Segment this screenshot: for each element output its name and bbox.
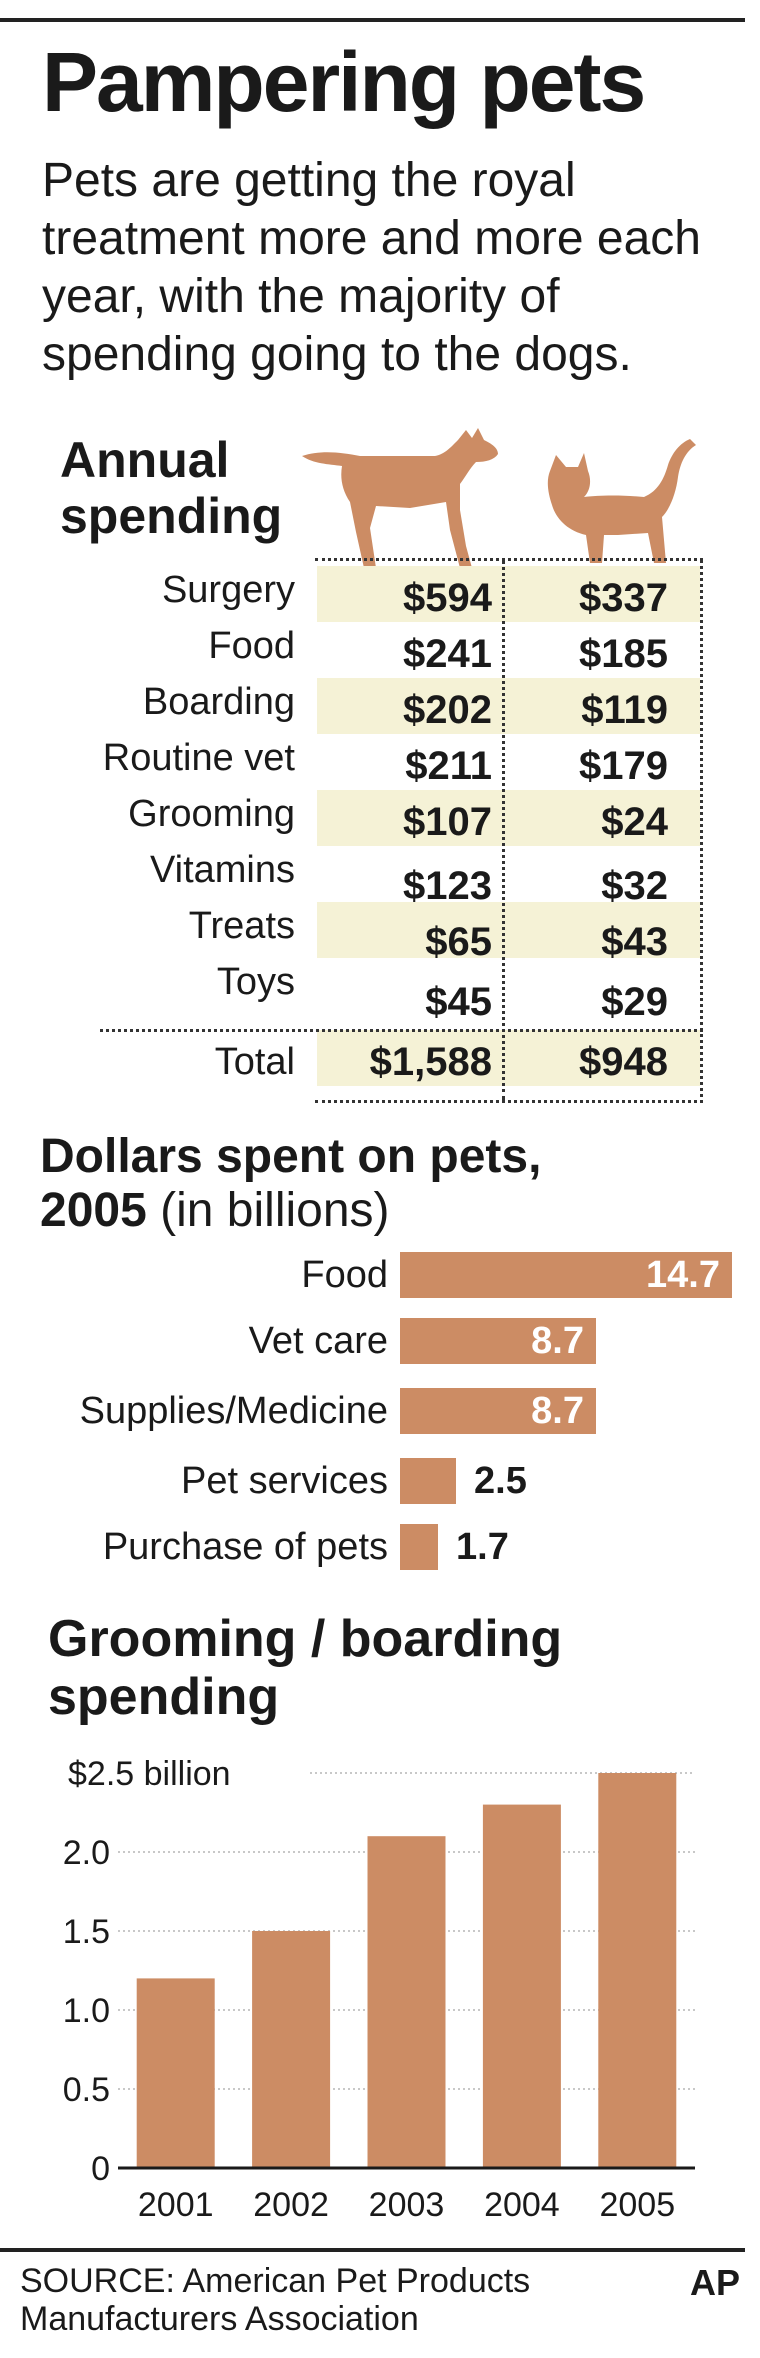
cat-value: $185	[579, 632, 668, 676]
row-label: Routine vet	[102, 737, 295, 779]
source-note: SOURCE: American Pet Products Manufactur…	[20, 2262, 531, 2338]
cat-value: $43	[601, 920, 668, 964]
bar-category-label: Food	[301, 1254, 388, 1296]
table-stripe	[317, 566, 700, 622]
bar	[252, 1931, 331, 2168]
annual-heading-line1: Annual	[60, 432, 230, 488]
y-tick-label: 1.0	[63, 1992, 110, 2030]
bar-value-label: 2.5	[474, 1460, 527, 1502]
y-tick-label: $2.5 billion	[68, 1755, 231, 1793]
dog-total: $1,588	[369, 1040, 492, 1084]
cat-value: $32	[601, 864, 668, 908]
x-tick-label: 2004	[484, 2186, 560, 2224]
table-top-border	[315, 558, 703, 561]
dog-value: $45	[425, 980, 492, 1024]
annual-spending-heading: Annual spending	[60, 432, 282, 544]
bar-category-label: Purchase of pets	[102, 1526, 388, 1568]
dollars-heading-line1: Dollars spent on pets,	[40, 1130, 542, 1183]
bottom-rule	[0, 2248, 745, 2252]
bar-value-label: 14.7	[646, 1254, 720, 1296]
intro-text: Pets are getting the royal treatment mor…	[42, 154, 701, 381]
y-tick-label: 0.5	[63, 2071, 110, 2109]
dollars-heading-year: 2005	[40, 1184, 147, 1237]
x-tick-label: 2002	[253, 2186, 329, 2224]
row-label: Boarding	[142, 681, 295, 723]
bar	[136, 1978, 215, 2168]
bar	[598, 1773, 677, 2168]
cat-value: $24	[601, 800, 668, 844]
grooming-heading-line1: Grooming / boarding	[48, 1610, 563, 1668]
dog-icon	[302, 428, 498, 568]
y-tick-label: 0	[91, 2150, 110, 2188]
annual-heading-line2: spending	[60, 488, 283, 544]
x-tick-label: 2003	[369, 2186, 445, 2224]
dog-value: $123	[403, 864, 492, 908]
dog-value: $202	[403, 688, 492, 732]
row-label: Vitamins	[149, 849, 295, 891]
dog-value: $211	[405, 744, 492, 788]
total-label: Total	[214, 1041, 295, 1083]
row-label: Grooming	[128, 793, 295, 835]
y-tick-label: 1.5	[63, 1913, 110, 1951]
table-frame	[315, 560, 703, 1103]
bar-value-label: 1.7	[456, 1526, 509, 1568]
table-column-divider	[502, 560, 505, 1100]
cat-total: $948	[579, 1040, 668, 1084]
bar	[400, 1318, 596, 1364]
bar-value-label: 8.7	[531, 1320, 584, 1362]
bar	[367, 1836, 446, 2168]
row-label: Treats	[188, 905, 295, 947]
x-tick-label: 2001	[138, 2186, 214, 2224]
cat-value: $179	[579, 744, 668, 788]
bar	[400, 1458, 456, 1504]
x-tick-label: 2005	[599, 2186, 675, 2224]
bar	[400, 1388, 596, 1434]
row-label: Surgery	[161, 569, 295, 611]
dollars-heading: Dollars spent on pets, 2005 (in billions…	[40, 1130, 541, 1238]
grooming-bar-chart: 0 0.5 1.0 1.5 2.0 $2.5 billion 2001 2002 2003 200…	[63, 1755, 695, 2224]
grooming-heading-line2: spending	[48, 1668, 280, 1726]
bar-value-label: 8.7	[531, 1390, 584, 1432]
page-title: Pampering pets	[42, 35, 646, 129]
dog-value: $107	[403, 800, 492, 844]
table-stripe	[317, 1030, 700, 1086]
y-tick-label: 2.0	[63, 1834, 110, 1872]
credit: AP	[689, 2262, 740, 2303]
table-stripe	[317, 678, 700, 734]
cat-value: $119	[581, 688, 668, 732]
cat-value: $29	[601, 980, 668, 1024]
cat-icon	[547, 439, 696, 563]
table-stripe	[317, 790, 700, 846]
table-stripe	[317, 902, 700, 958]
dog-value: $594	[403, 576, 492, 620]
bar	[400, 1252, 732, 1298]
top-rule	[0, 18, 745, 22]
dog-value: $241	[403, 632, 492, 676]
dog-value: $65	[425, 920, 492, 964]
total-divider	[100, 1029, 703, 1032]
bar-category-label: Vet care	[248, 1320, 388, 1362]
grooming-heading: Grooming / boarding spending	[48, 1610, 562, 1726]
dollars-heading-unit: (in billions)	[146, 1184, 390, 1237]
cat-value: $337	[579, 576, 668, 620]
bar-category-label: Pet services	[181, 1460, 388, 1502]
row-label: Food	[208, 625, 295, 667]
row-label: Toys	[216, 961, 295, 1003]
bar	[482, 1804, 561, 2168]
bar-category-label: Supplies/Medicine	[79, 1390, 388, 1432]
bar	[400, 1524, 438, 1570]
